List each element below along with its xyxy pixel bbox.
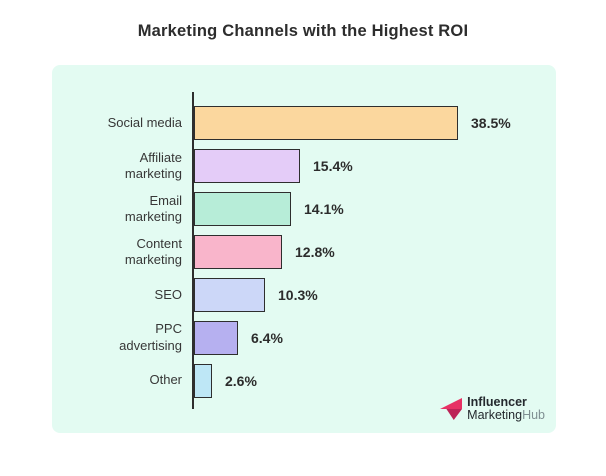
bar <box>194 106 458 141</box>
bar <box>194 277 265 312</box>
brand-name-hub: Hub <box>522 408 545 422</box>
brand-name-marketing: Marketing <box>467 408 523 422</box>
bar-value-label: 14.1% <box>304 201 344 218</box>
brand-logo-text: Influencer MarketingHub <box>467 396 545 422</box>
bar-value-label: 12.8% <box>295 244 335 260</box>
brand-logo: Influencer MarketingHub <box>440 396 545 422</box>
bar-row: Social media 38.5% <box>52 102 556 145</box>
bar-rows: Social media 38.5% Affiliate marketing 15.4… <box>52 102 556 402</box>
bar-value-label: 15.4% <box>313 158 353 175</box>
chart-panel: Social media 38.5% Affiliate marketing 15.4… <box>52 65 556 433</box>
bar-label: SEO <box>154 286 182 302</box>
chart-title: Marketing Channels with the Highest ROI <box>137 22 469 40</box>
bar-value-label: 6.4% <box>251 329 283 346</box>
bar-value-label: 38.5% <box>471 115 511 132</box>
bar-label: PPC advertising <box>119 321 182 353</box>
bar-row: SEO 10.3% <box>52 273 556 316</box>
brand-name-line2: MarketingHub <box>467 409 545 422</box>
bar <box>194 363 212 398</box>
bar <box>194 235 282 269</box>
bar-label: Affiliate marketing <box>124 150 182 182</box>
bar <box>194 149 300 184</box>
bar-label: Social media <box>107 115 182 131</box>
bar-label: Other <box>149 372 182 388</box>
brand-name-line1: Influencer <box>467 395 527 409</box>
bar-label: Email marketing <box>124 192 182 225</box>
bar-value-label: 10.3% <box>278 286 318 303</box>
bar-label: Content marketing <box>124 235 182 267</box>
bar-value-label: 2.6% <box>225 372 257 389</box>
bar <box>194 320 238 355</box>
bar-row: Other 2.6% <box>52 359 556 402</box>
bar-row: PPC advertising 6.4% <box>52 316 556 359</box>
bar-row: Email marketing 14.1% <box>52 188 556 231</box>
bar-row: Affiliate marketing 15.4% <box>52 145 556 188</box>
bar <box>194 192 291 227</box>
y-axis-line <box>192 92 194 409</box>
bar-row: Content marketing 12.8% <box>52 231 556 274</box>
influencer-marketinghub-logo-icon <box>440 398 463 420</box>
